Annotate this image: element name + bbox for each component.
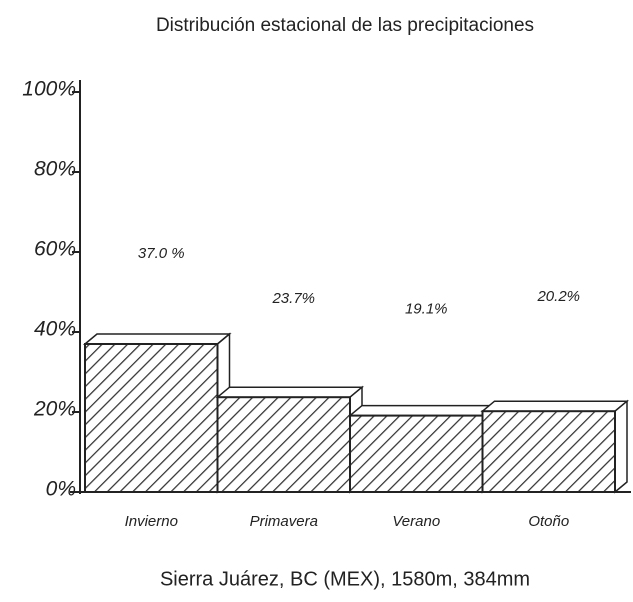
bar-top [480, 400, 630, 412]
bar-side [614, 399, 628, 494]
x-tick-label: Invierno [125, 513, 178, 530]
bar-top [347, 404, 497, 417]
y-tick-label: 0% [46, 478, 76, 501]
y-tick-label: 20% [33, 398, 76, 421]
chart-title: Distribución estacional de las precipita… [156, 15, 534, 36]
y-tick-label: 60% [34, 238, 76, 261]
bar [349, 414, 484, 494]
bar [216, 396, 351, 494]
y-tick-label: 100% [22, 78, 76, 101]
x-tick-label: Verano [392, 513, 440, 530]
data-label: 23.7% [271, 290, 315, 307]
bar-top [215, 386, 365, 398]
x-tick-label: Otoño [528, 513, 569, 530]
data-label: 19.1% [405, 301, 448, 318]
bar-top [82, 333, 232, 345]
x-axis-label: Sierra Juárez, BC (MEX), 1580m, 384mm [160, 568, 530, 590]
y-tick-label: 40% [34, 318, 76, 341]
data-label: 37.0 % [138, 245, 185, 262]
bar [481, 410, 616, 494]
bar [84, 343, 219, 493]
y-tick-label: 80% [34, 158, 76, 181]
x-tick-label: Primavera [250, 513, 318, 530]
data-label: 20.2% [536, 288, 580, 305]
